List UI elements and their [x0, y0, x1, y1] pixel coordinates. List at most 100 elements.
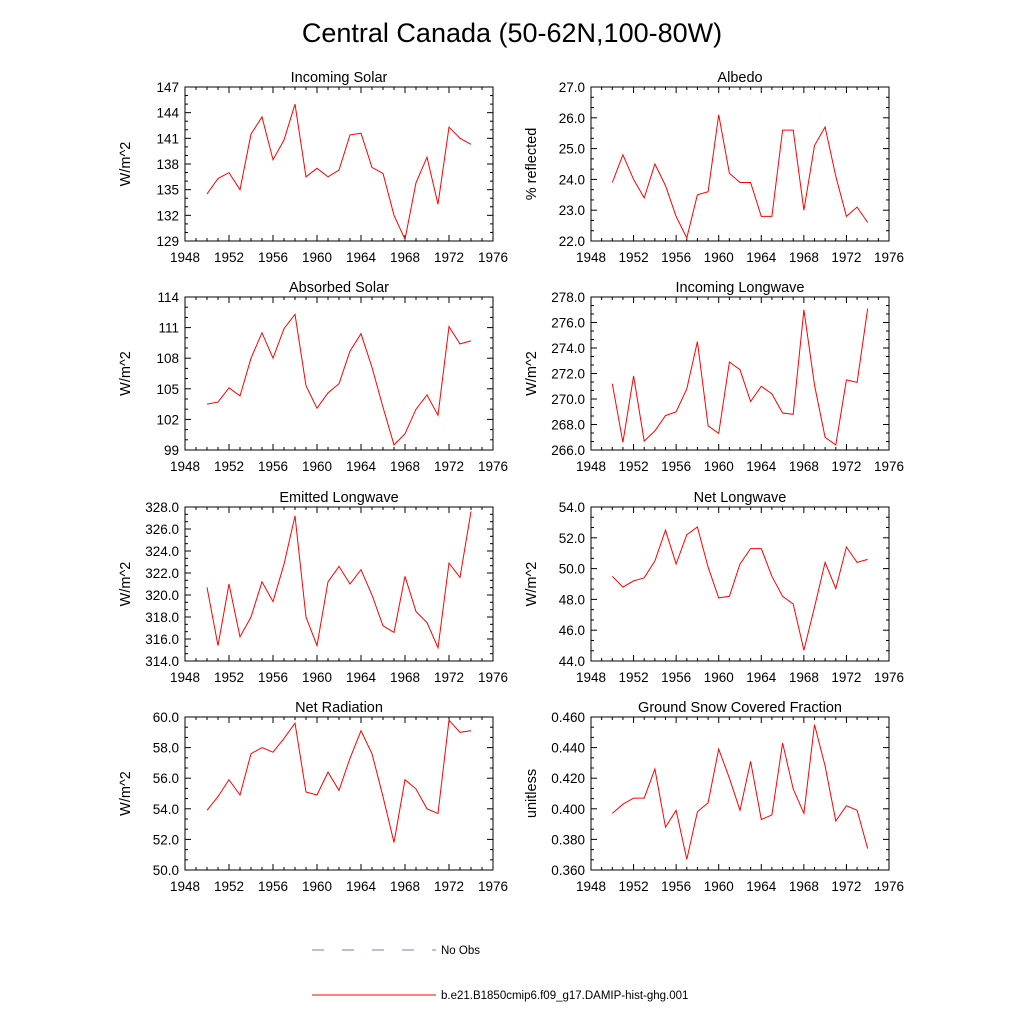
x-tick-label: 1960	[704, 459, 734, 474]
series-line	[206, 718, 472, 843]
y-tick-label: 320.0	[145, 588, 179, 603]
x-tick-label: 1956	[258, 670, 288, 685]
x-tick-label: 1976	[874, 250, 904, 265]
legend-label-model: b.e21.B1850cmip6.f09_g17.DAMIP-hist-ghg.…	[441, 990, 688, 1002]
x-tick-label: 1960	[302, 879, 332, 894]
series-line	[611, 724, 869, 860]
x-tick-label: 1948	[576, 879, 606, 894]
x-tick-label: 1968	[789, 459, 819, 474]
y-tick-label: 105	[156, 382, 179, 397]
series-line	[206, 313, 472, 446]
y-tick-label: 132	[156, 208, 179, 223]
y-axis-label: W/m^2	[118, 771, 134, 816]
x-tick-label: 1964	[746, 670, 777, 685]
series-line	[206, 103, 472, 241]
y-tick-label: 0.440	[551, 741, 585, 756]
x-tick-label: 1972	[831, 879, 861, 894]
x-tick-label: 1956	[661, 250, 691, 265]
y-axis-label: W/m^2	[524, 351, 540, 396]
panel-title: Ground Snow Covered Fraction	[638, 700, 842, 716]
y-tick-label: 322.0	[145, 566, 179, 581]
x-tick-label: 1952	[214, 670, 244, 685]
x-tick-label: 1956	[661, 879, 691, 894]
figure-title: Central Canada (50-62N,100-80W)	[302, 18, 722, 48]
legend: No Obs b.e21.B1850cmip6.f09_g17.DAMIP-hi…	[312, 945, 688, 1002]
y-tick-label: 52.0	[153, 832, 179, 847]
x-tick-label: 1960	[704, 879, 734, 894]
x-tick-label: 1948	[576, 670, 606, 685]
x-tick-label: 1972	[434, 879, 464, 894]
plot-frame	[184, 86, 494, 242]
y-axis-label: % reflected	[524, 128, 540, 201]
panel-net-radiation: Net Radiation W/m^2 50.0 52.0 54.0 56.0 58.0 60…	[118, 700, 508, 894]
x-tick-label: 1976	[478, 670, 508, 685]
panel-title: Incoming Longwave	[676, 280, 805, 296]
x-tick-label: 1956	[258, 459, 288, 474]
x-tick-label: 1964	[346, 250, 377, 265]
y-tick-label: 278.0	[551, 290, 585, 305]
panels: Incoming Solar W/m^2 129 132 135 138 141 144 147…	[118, 70, 904, 894]
x-tick-label: 1948	[170, 250, 200, 265]
y-tick-label: 58.0	[153, 741, 179, 756]
y-tick-label: 268.0	[551, 418, 585, 433]
y-tick-label: 54.0	[153, 802, 179, 817]
x-tick-label: 1952	[619, 879, 649, 894]
y-tick-label: 54.0	[559, 500, 585, 515]
x-tick-label: 1960	[302, 670, 332, 685]
y-tick-label: 276.0	[551, 316, 585, 331]
y-tick-label: 26.0	[559, 111, 585, 126]
x-tick-label: 1964	[746, 250, 777, 265]
x-tick-label: 1948	[170, 879, 200, 894]
y-tick-label: 25.0	[559, 142, 585, 157]
panel-title: Incoming Solar	[291, 70, 388, 86]
y-tick-label: 266.0	[551, 443, 585, 458]
panel-albedo: Albedo % reflected 22.0 23.0 24.0 25.0 26.0 27.…	[524, 70, 904, 265]
x-tick-label: 1956	[661, 670, 691, 685]
series-line	[611, 114, 869, 240]
x-tick-label: 1968	[390, 879, 420, 894]
y-tick-label: 138	[156, 157, 179, 172]
y-tick-label: 318.0	[145, 610, 179, 625]
y-axis-label: W/m^2	[524, 562, 540, 607]
x-tick-label: 1964	[746, 459, 777, 474]
plot-frame	[590, 86, 890, 242]
y-tick-label: 270.0	[551, 392, 585, 407]
x-tick-label: 1976	[478, 879, 508, 894]
y-tick-label: 0.400	[551, 802, 585, 817]
x-tick-label: 1960	[704, 670, 734, 685]
y-tick-label: 0.460	[551, 710, 585, 725]
y-tick-label: 0.360	[551, 863, 585, 878]
panel-title: Emitted Longwave	[279, 490, 398, 506]
plot-frame	[184, 506, 494, 662]
x-tick-label: 1952	[619, 250, 649, 265]
panel-net-longwave: Net Longwave W/m^2 44.0 46.0 48.0 50.0 52.0 54.…	[524, 490, 904, 685]
y-tick-label: 99	[164, 443, 179, 458]
panel-title: Absorbed Solar	[289, 280, 389, 296]
x-tick-label: 1968	[390, 459, 420, 474]
x-tick-label: 1972	[831, 670, 861, 685]
y-tick-label: 314.0	[145, 654, 179, 669]
x-tick-label: 1952	[619, 670, 649, 685]
x-tick-label: 1968	[789, 670, 819, 685]
panel-title: Net Radiation	[295, 700, 383, 716]
x-tick-label: 1968	[789, 250, 819, 265]
y-tick-label: 141	[156, 131, 179, 146]
x-tick-label: 1952	[214, 250, 244, 265]
x-tick-label: 1968	[390, 670, 420, 685]
y-tick-label: 108	[156, 351, 179, 366]
y-axis-label: W/m^2	[118, 142, 134, 187]
x-tick-label: 1956	[661, 459, 691, 474]
x-tick-label: 1948	[170, 459, 200, 474]
panel-emitted-longwave: Emitted Longwave W/m^2 314.0 316.0 318.0 320.…	[118, 490, 508, 685]
y-tick-label: 272.0	[551, 367, 585, 382]
x-tick-label: 1976	[478, 250, 508, 265]
x-tick-label: 1976	[874, 879, 904, 894]
plot-frame	[590, 506, 890, 662]
y-tick-label: 27.0	[559, 80, 585, 95]
panel-absorbed-solar: Absorbed Solar W/m^2 99 102 105 108 111 114 1948…	[118, 280, 508, 474]
y-tick-label: 324.0	[145, 544, 179, 559]
panel-incoming-solar: Incoming Solar W/m^2 129 132 135 138 141 144 147…	[118, 70, 508, 265]
x-tick-label: 1968	[789, 879, 819, 894]
x-tick-label: 1960	[302, 459, 332, 474]
